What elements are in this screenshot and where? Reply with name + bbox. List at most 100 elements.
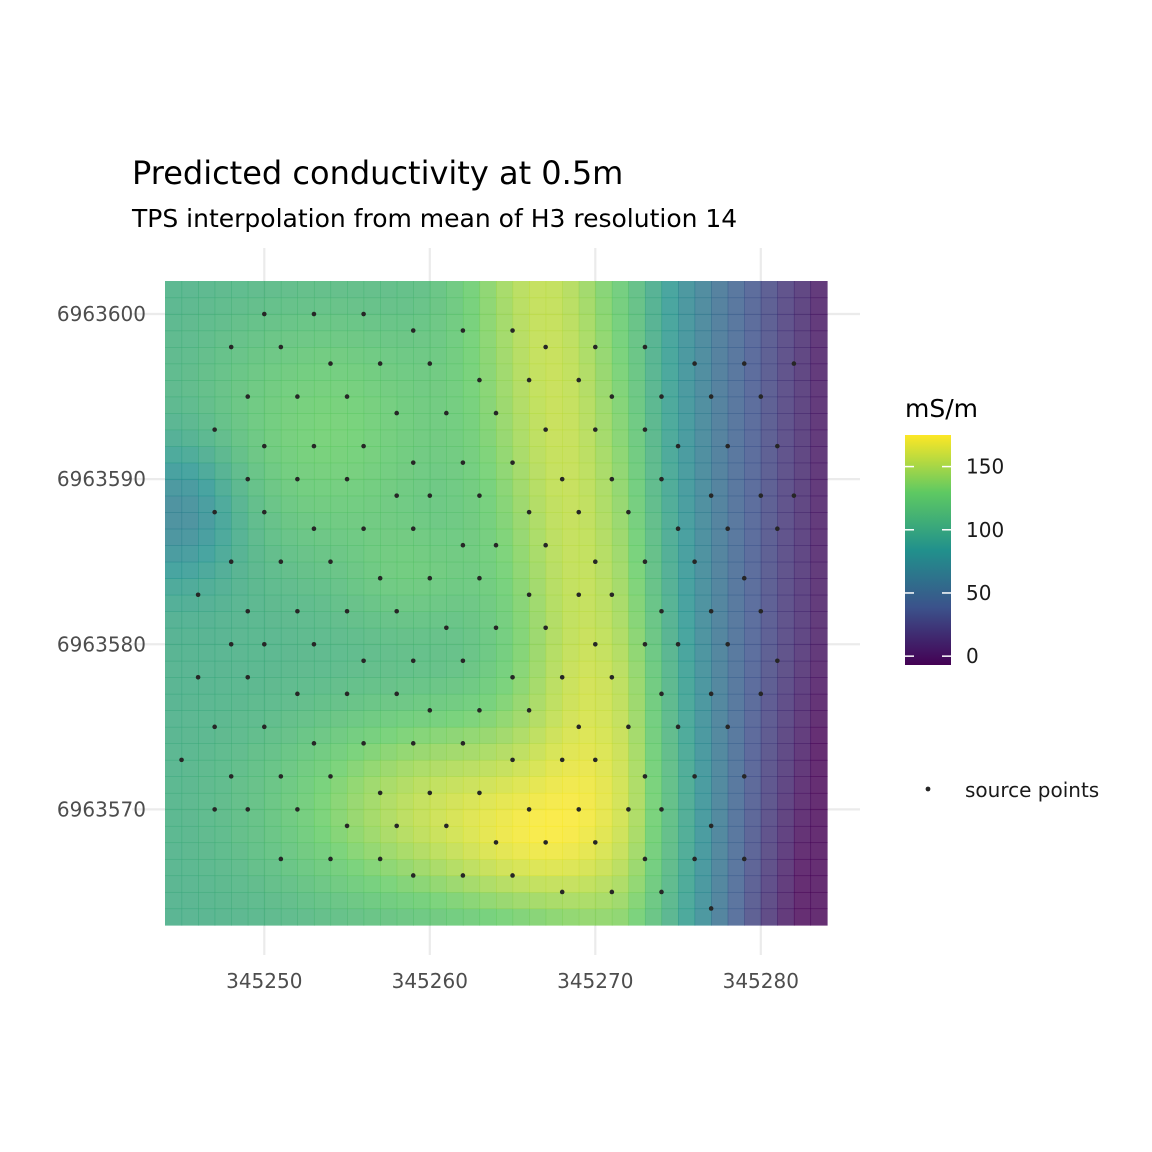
- heatmap-cell: [446, 892, 463, 909]
- heatmap-cell: [397, 727, 414, 744]
- heatmap-cell: [297, 908, 314, 925]
- heatmap-cell: [264, 661, 281, 678]
- heatmap-cell: [662, 809, 679, 826]
- heatmap-cell: [264, 496, 281, 513]
- heatmap-cell: [645, 446, 662, 463]
- heatmap-cell: [430, 826, 447, 843]
- heatmap-cell: [430, 908, 447, 925]
- heatmap-cell: [281, 644, 298, 661]
- source-point: [229, 559, 234, 564]
- heatmap-cell: [397, 413, 414, 430]
- heatmap-cell: [513, 496, 530, 513]
- heatmap-cell: [562, 562, 579, 579]
- heatmap-cell: [744, 859, 761, 876]
- heatmap-cell: [479, 859, 496, 876]
- heatmap-cell: [314, 611, 331, 628]
- heatmap-cell: [612, 347, 629, 364]
- heatmap-cell: [198, 760, 215, 777]
- heatmap-cell: [314, 562, 331, 579]
- heatmap-cell: [628, 793, 645, 810]
- heatmap-cell: [595, 529, 612, 546]
- heatmap-cell: [662, 826, 679, 843]
- source-point: [510, 758, 515, 763]
- heatmap-cell: [215, 314, 232, 331]
- heatmap-cell: [645, 628, 662, 645]
- heatmap-cell: [562, 892, 579, 909]
- heatmap-cell: [331, 776, 348, 793]
- heatmap-cell: [215, 430, 232, 447]
- heatmap-cell: [546, 380, 563, 397]
- heatmap-cell: [777, 727, 794, 744]
- heatmap-cell: [678, 446, 695, 463]
- heatmap-cell: [645, 793, 662, 810]
- heatmap-cell: [595, 661, 612, 678]
- heatmap-cell: [314, 463, 331, 480]
- source-point: [692, 559, 697, 564]
- heatmap-cell: [546, 512, 563, 529]
- heatmap-cell: [628, 347, 645, 364]
- source-point: [676, 526, 681, 531]
- heatmap-cell: [744, 545, 761, 562]
- heatmap-cell: [711, 908, 728, 925]
- heatmap-cell: [562, 479, 579, 496]
- heatmap-cell: [281, 859, 298, 876]
- heatmap-cell: [579, 578, 596, 595]
- heatmap-cell: [645, 364, 662, 381]
- heatmap-cell: [496, 397, 513, 414]
- heatmap-cell: [165, 331, 182, 348]
- heatmap-cell: [529, 413, 546, 430]
- heatmap-cell: [413, 479, 430, 496]
- heatmap-cell: [595, 479, 612, 496]
- heatmap-cell: [695, 727, 712, 744]
- heatmap-cell: [794, 314, 811, 331]
- heatmap-cell: [479, 611, 496, 628]
- heatmap-cell: [529, 397, 546, 414]
- heatmap-cell: [314, 347, 331, 364]
- heatmap-cell: [380, 644, 397, 661]
- heatmap-cell: [281, 479, 298, 496]
- source-point: [593, 427, 598, 432]
- heatmap-cell: [380, 892, 397, 909]
- heatmap-cell: [628, 364, 645, 381]
- heatmap-cell: [479, 793, 496, 810]
- heatmap-cell: [479, 842, 496, 859]
- x-axis-ticks: 345250 345260 345270 345280: [226, 969, 799, 993]
- heatmap-cell: [728, 892, 745, 909]
- heatmap-cell: [728, 364, 745, 381]
- heatmap-cell: [612, 743, 629, 760]
- source-point: [361, 526, 366, 531]
- heatmap-cell: [248, 578, 265, 595]
- source-point: [361, 658, 366, 663]
- heatmap-cell: [347, 743, 364, 760]
- heatmap-cell: [711, 347, 728, 364]
- heatmap-cell: [728, 776, 745, 793]
- heatmap-cell: [231, 496, 248, 513]
- heatmap-cell: [215, 809, 232, 826]
- heatmap-cell: [347, 826, 364, 843]
- heatmap-cell: [794, 529, 811, 546]
- heatmap-cell: [347, 727, 364, 744]
- heatmap-cell: [281, 842, 298, 859]
- heatmap-cell: [761, 397, 778, 414]
- heatmap-cell: [794, 380, 811, 397]
- heatmap-cell: [430, 595, 447, 612]
- source-point: [312, 741, 317, 746]
- heatmap-cell: [744, 595, 761, 612]
- heatmap-cell: [231, 809, 248, 826]
- heatmap-cell: [364, 661, 381, 678]
- heatmap-cell: [248, 281, 265, 298]
- heatmap-cell: [513, 892, 530, 909]
- heatmap-cell: [463, 446, 480, 463]
- heatmap-cell: [314, 314, 331, 331]
- heatmap-cell: [297, 859, 314, 876]
- heatmap-cell: [794, 331, 811, 348]
- heatmap-cell: [331, 710, 348, 727]
- heatmap-cell: [364, 529, 381, 546]
- heatmap-cell: [231, 760, 248, 777]
- source-point: [262, 725, 267, 730]
- heatmap-cell: [413, 430, 430, 447]
- heatmap-cell: [678, 859, 695, 876]
- heatmap-cell: [165, 347, 182, 364]
- heatmap-cell: [380, 364, 397, 381]
- heatmap-cell: [810, 397, 827, 414]
